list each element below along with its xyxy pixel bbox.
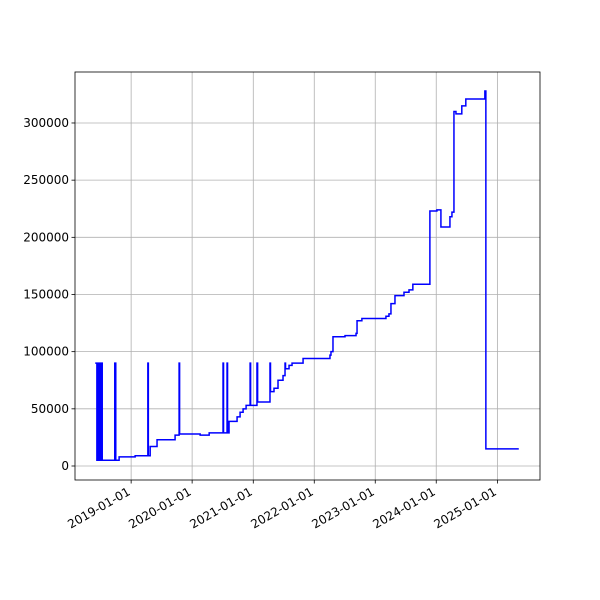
y-tick-label: 150000: [23, 287, 69, 301]
x-tick-label: 2019-01-01: [65, 484, 132, 531]
y-tick-label: 100000: [23, 345, 69, 359]
y-tick-label: 0: [61, 459, 69, 473]
y-tick-label: 300000: [23, 116, 69, 130]
x-tick-label: 2021-01-01: [187, 484, 254, 531]
x-tick-label: 2025-01-01: [431, 484, 498, 531]
y-tick-label: 200000: [23, 230, 69, 244]
x-tick-label: 2020-01-01: [126, 484, 193, 531]
y-tick-label: 50000: [31, 402, 69, 416]
x-tick-label: 2023-01-01: [309, 484, 376, 531]
plot-frame: [74, 71, 541, 481]
y-tick-label: 250000: [23, 173, 69, 187]
x-tick-label: 2024-01-01: [370, 484, 437, 531]
data-line: [95, 90, 519, 462]
x-tick-label: 2022-01-01: [248, 484, 315, 531]
